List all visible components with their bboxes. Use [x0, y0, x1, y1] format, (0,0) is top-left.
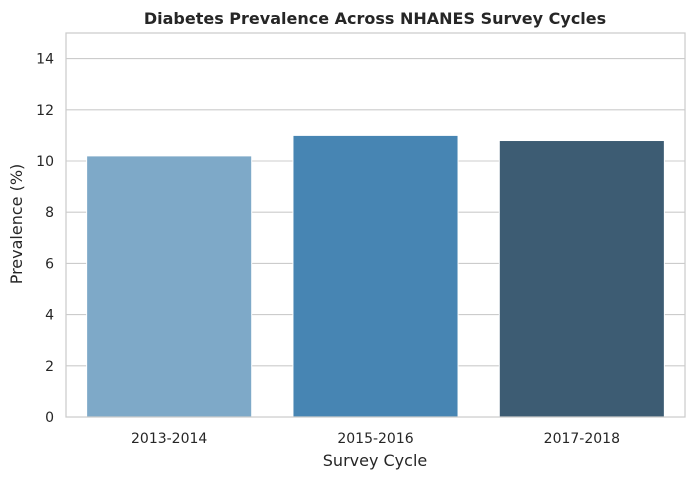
x-tick-label: 2017-2018: [544, 431, 620, 447]
x-tick-label: 2013-2014: [131, 431, 207, 447]
chart-title: Diabetes Prevalence Across NHANES Survey…: [144, 9, 606, 28]
bars: [86, 134, 665, 418]
x-axis-ticks: 2013-2014 2015-2016 2017-2018: [131, 431, 620, 447]
y-tick-label: 0: [45, 410, 54, 426]
y-tick-label: 8: [45, 205, 54, 221]
y-tick-label: 6: [45, 256, 54, 272]
y-axis-label: Prevalence (%): [7, 164, 26, 285]
y-tick-label: 10: [36, 154, 54, 170]
plot-area: 0 2 4 6 8 10 12 14 2013-2014 2015-2016 2017-2018: [36, 32, 686, 447]
bar-2015-2016: [292, 134, 459, 418]
plot-frame: [65, 32, 686, 418]
x-tick-label: 2015-2016: [337, 431, 413, 447]
bar-2013-2014: [86, 155, 253, 418]
y-tick-label: 4: [45, 308, 54, 324]
y-tick-label: 14: [36, 52, 54, 68]
bar-2017-2018: [498, 140, 665, 418]
y-tick-label: 2: [45, 359, 54, 375]
y-axis-ticks: 0 2 4 6 8 10 12 14: [36, 52, 54, 426]
x-axis-label: Survey Cycle: [323, 451, 427, 470]
y-tick-label: 12: [36, 103, 54, 119]
